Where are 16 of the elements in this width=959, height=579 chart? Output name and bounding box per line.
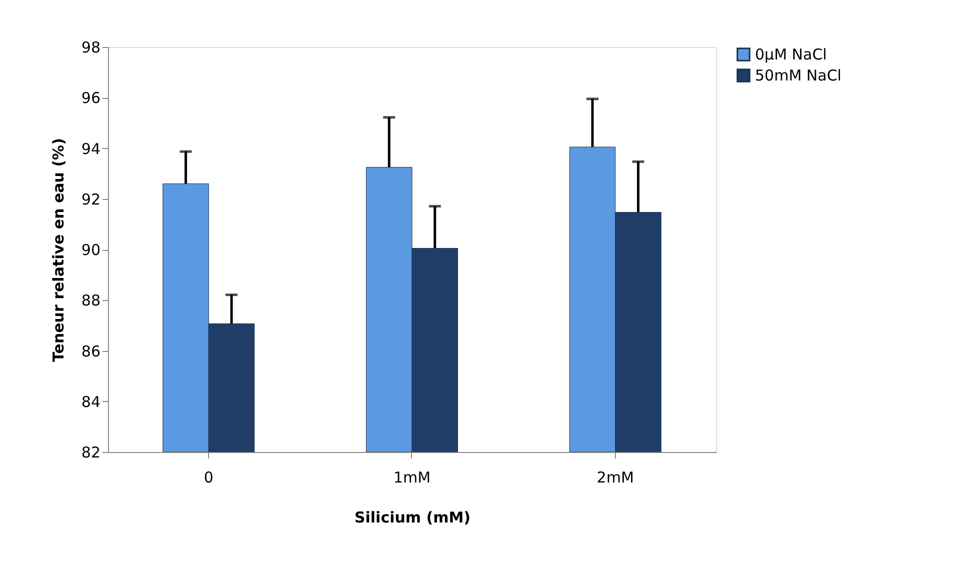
y-axis-title: Teneur relative en eau (%)	[49, 138, 68, 362]
y-tick-label: 96	[81, 89, 100, 108]
y-tick-label: 92	[81, 190, 100, 208]
y-tick-label: 94	[81, 140, 100, 158]
x-axis-title: Silicium (mM)	[354, 508, 471, 526]
x-tick-label: 2mM	[596, 468, 634, 486]
x-tick-label: 1mM	[393, 468, 431, 486]
y-tick-label: 98	[81, 38, 100, 56]
x-tick-label: 0	[204, 468, 214, 486]
y-tick-label: 88	[81, 292, 100, 310]
legend-label: 50mM NaCl	[755, 66, 842, 84]
y-tick-label: 82	[81, 444, 100, 462]
legend-label: 0µM NaCl	[755, 46, 827, 64]
y-tick-label: 90	[81, 241, 100, 259]
y-tick-label: 86	[81, 342, 100, 360]
y-tick-label: 84	[81, 392, 100, 411]
